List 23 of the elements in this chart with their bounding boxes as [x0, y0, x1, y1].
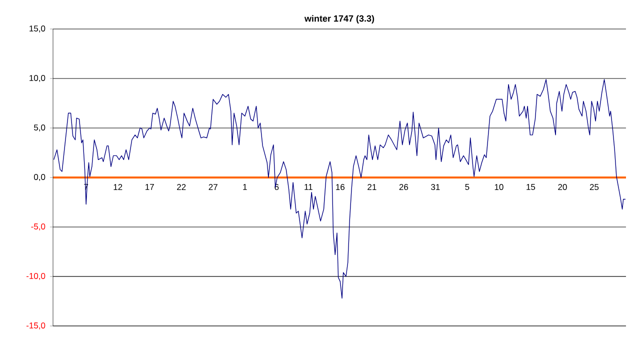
x-tick-label: 27: [208, 184, 218, 190]
y-tick-label: -10,0: [26, 272, 46, 280]
chart-title: winter 1747 (3.3): [304, 15, 374, 24]
y-tick-label: 10,0: [30, 74, 46, 82]
x-tick-label: 20: [558, 184, 567, 190]
x-tick-label: 10: [494, 184, 504, 190]
x-tick-label: 25: [590, 184, 599, 190]
x-tick-label: 5: [465, 184, 470, 190]
y-tick-label: 15,0: [30, 25, 46, 32]
x-tick-label: 22: [177, 184, 186, 190]
x-tick-label: 26: [399, 184, 408, 190]
x-tick-label: 11: [304, 184, 312, 190]
x-tick-label: 17: [146, 184, 154, 190]
x-tick-label: 1: [243, 184, 247, 190]
x-tick-label: 12: [114, 184, 122, 190]
y-tick-label: -15,0: [26, 322, 46, 330]
x-tick-label: 15: [526, 184, 536, 190]
y-tick-label: 0,0: [34, 174, 46, 181]
y-tick-label: 5,0: [34, 124, 46, 132]
x-tick-label: 21: [368, 184, 376, 190]
x-tick-label: 16: [336, 184, 345, 190]
y-tick-label: -5,0: [31, 223, 46, 230]
x-tick-label: 31: [431, 184, 440, 190]
